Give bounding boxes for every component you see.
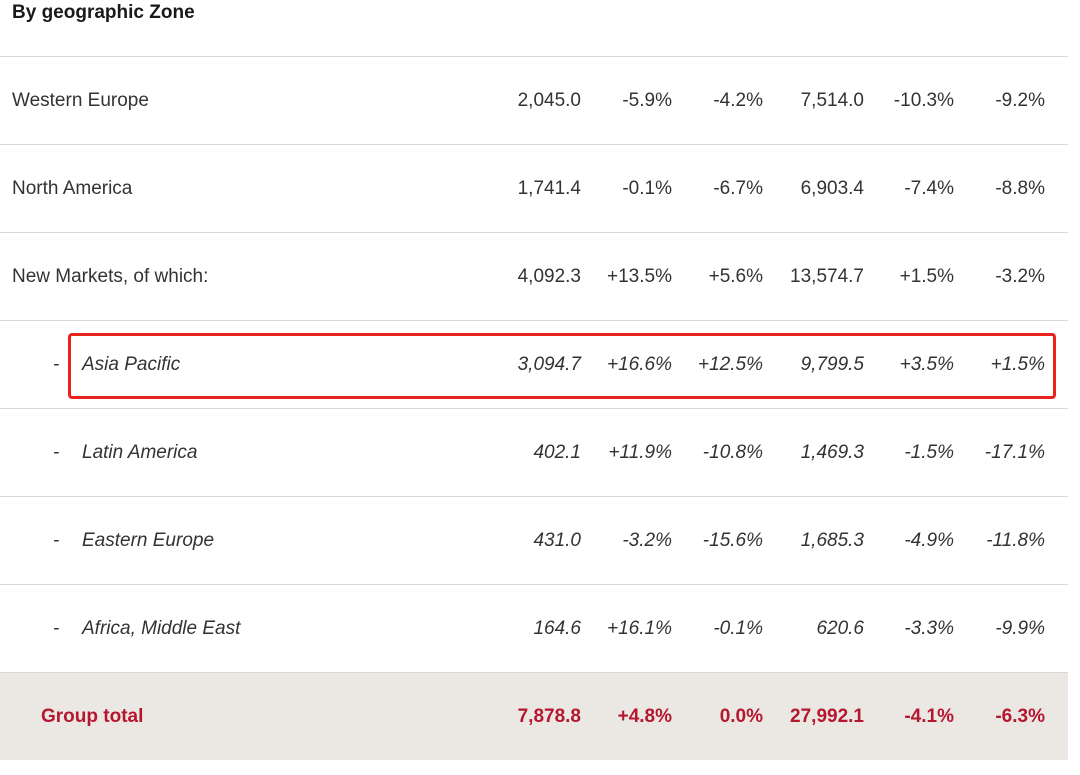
cell-value: -10.3%	[893, 90, 954, 111]
cell-value: +12.5%	[698, 354, 763, 375]
cell-value: 3,094.7	[517, 354, 581, 375]
row-label: North America	[12, 178, 133, 199]
cell-value: -3.3%	[904, 618, 954, 639]
sub-item-dash: -	[53, 618, 60, 639]
sub-item-dash: -	[53, 442, 60, 463]
cell-value: -3.2%	[622, 530, 672, 551]
cell-value: -7.4%	[904, 178, 954, 199]
cell-value: -9.2%	[995, 90, 1045, 111]
geographic-zone-table: Western Europe 2,045.0 -5.9% -4.2% 7,514…	[0, 56, 1068, 760]
total-value: 0.0%	[719, 706, 763, 727]
cell-value: 402.1	[533, 442, 581, 463]
total-value: +4.8%	[617, 706, 672, 727]
cell-value: -8.8%	[995, 178, 1045, 199]
cell-value: -4.9%	[904, 530, 954, 551]
cell-value: +11.9%	[608, 442, 672, 463]
row-label: Western Europe	[12, 90, 149, 111]
cell-value: 9,799.5	[800, 354, 864, 375]
cell-value: -0.1%	[622, 178, 672, 199]
table-row-new-markets: New Markets, of which: 4,092.3 +13.5% +5…	[0, 232, 1068, 320]
cell-value: +13.5%	[607, 266, 672, 287]
section-title: By geographic Zone	[12, 2, 195, 23]
total-value: -6.3%	[995, 706, 1045, 727]
total-value: -4.1%	[904, 706, 954, 727]
cell-value: -9.9%	[995, 618, 1045, 639]
table-row-western-europe: Western Europe 2,045.0 -5.9% -4.2% 7,514…	[0, 56, 1068, 144]
cell-value: -3.2%	[995, 266, 1045, 287]
total-value: 7,878.8	[517, 706, 581, 727]
cell-value: 7,514.0	[800, 90, 864, 111]
cell-value: +16.1%	[607, 618, 672, 639]
cell-value: -5.9%	[622, 90, 672, 111]
table-row-africa-middle-east: - Africa, Middle East 164.6 +16.1% -0.1%…	[0, 584, 1068, 672]
table-row-north-america: North America 1,741.4 -0.1% -6.7% 6,903.…	[0, 144, 1068, 232]
table-row-group-total: Group total 7,878.8 +4.8% 0.0% 27,992.1 …	[0, 672, 1068, 760]
cell-value: -1.5%	[904, 442, 954, 463]
table-row-latin-america: - Latin America 402.1 +11.9% -10.8% 1,46…	[0, 408, 1068, 496]
total-value: 27,992.1	[790, 706, 864, 727]
row-label: Latin America	[82, 442, 198, 463]
row-label: Africa, Middle East	[82, 618, 241, 639]
total-label: Group total	[41, 706, 144, 727]
cell-value: 6,903.4	[800, 178, 864, 199]
cell-value: +1.5%	[990, 354, 1045, 375]
cell-value: -0.1%	[713, 618, 763, 639]
cell-value: -6.7%	[713, 178, 763, 199]
table-row-eastern-europe: - Eastern Europe 431.0 -3.2% -15.6% 1,68…	[0, 496, 1068, 584]
cell-value: +5.6%	[708, 266, 763, 287]
cell-value: +16.6%	[607, 354, 672, 375]
cell-value: 431.0	[533, 530, 581, 551]
cell-value: -4.2%	[713, 90, 763, 111]
row-label: Asia Pacific	[82, 354, 181, 375]
cell-value: -10.8%	[702, 442, 763, 463]
row-label: Eastern Europe	[82, 530, 215, 551]
sub-item-dash: -	[53, 354, 60, 375]
cell-value: 1,469.3	[800, 442, 864, 463]
cell-value: +3.5%	[899, 354, 954, 375]
sub-item-dash: -	[53, 530, 60, 551]
cell-value: 620.6	[816, 618, 864, 639]
cell-value: 2,045.0	[517, 90, 581, 111]
cell-value: 4,092.3	[517, 266, 581, 287]
cell-value: -15.6%	[702, 530, 763, 551]
cell-value: -11.8%	[986, 530, 1045, 551]
cell-value: +1.5%	[899, 266, 954, 287]
cell-value: 164.6	[533, 618, 581, 639]
table-row-asia-pacific: - Asia Pacific 3,094.7 +16.6% +12.5% 9,7…	[0, 320, 1068, 408]
cell-value: 1,685.3	[800, 530, 864, 551]
cell-value: 13,574.7	[790, 266, 864, 287]
row-label: New Markets, of which:	[12, 266, 209, 287]
cell-value: 1,741.4	[517, 178, 581, 199]
cell-value: -17.1%	[984, 442, 1045, 463]
